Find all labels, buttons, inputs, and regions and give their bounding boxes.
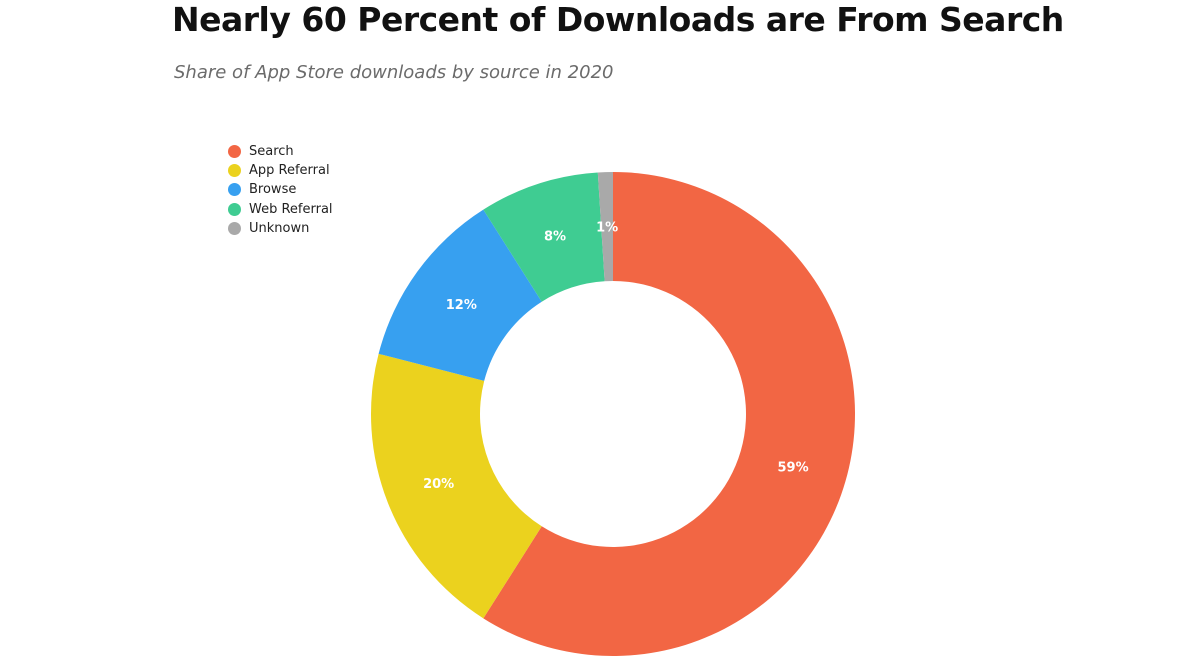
data-label: 1% (596, 221, 618, 236)
legend-item-web-referral: Web Referral (228, 200, 333, 219)
legend-item-app-referral: App Referral (228, 161, 333, 180)
legend-swatch (228, 183, 241, 197)
legend-swatch (228, 145, 241, 159)
legend-item-unknown: Unknown (228, 219, 333, 238)
legend-swatch (228, 164, 241, 178)
legend-label: Web Referral (249, 201, 333, 217)
legend-label: Search (249, 144, 294, 160)
legend-item-browse: Browse (228, 180, 333, 199)
legend-swatch (228, 202, 241, 216)
legend-item-search: Search (228, 142, 333, 161)
chart-title: Nearly 60 Percent of Downloads are From … (172, 0, 1064, 39)
data-label: 12% (446, 298, 477, 313)
legend: Search App Referral Browse Web Referral Unkn… (228, 142, 333, 238)
data-label: 20% (423, 477, 454, 492)
data-label: 59% (777, 460, 808, 475)
slice-unknown[interactable] (597, 172, 613, 282)
chart-subtitle: Share of App Store downloads by source i… (174, 62, 614, 83)
legend-label: Browse (249, 182, 297, 198)
slice-web-referral[interactable] (483, 172, 605, 302)
legend-swatch (228, 221, 241, 235)
legend-label: Unknown (249, 220, 310, 236)
legend-label: App Referral (249, 163, 330, 179)
slice-app-referral[interactable] (370, 353, 542, 619)
slice-browse[interactable] (378, 209, 542, 381)
slice-search[interactable] (483, 172, 856, 656)
data-label: 8% (544, 230, 566, 245)
